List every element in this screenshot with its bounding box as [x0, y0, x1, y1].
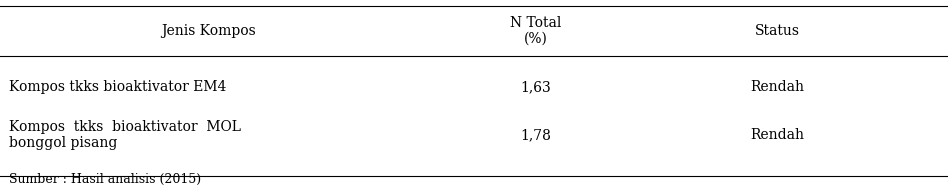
Text: Sumber : Hasil analisis (2015): Sumber : Hasil analisis (2015)	[9, 173, 202, 186]
Text: Rendah: Rendah	[751, 128, 804, 142]
Text: Kompos  tkks  bioaktivator  MOL
bonggol pisang: Kompos tkks bioaktivator MOL bonggol pis…	[9, 120, 242, 150]
Text: 1,63: 1,63	[520, 80, 551, 94]
Text: Rendah: Rendah	[751, 80, 804, 94]
Text: Kompos tkks bioaktivator EM4: Kompos tkks bioaktivator EM4	[9, 80, 227, 94]
Text: Jenis Kompos: Jenis Kompos	[161, 24, 256, 38]
Text: Status: Status	[755, 24, 800, 38]
Text: N Total
(%): N Total (%)	[510, 16, 561, 46]
Text: 1,78: 1,78	[520, 128, 551, 142]
